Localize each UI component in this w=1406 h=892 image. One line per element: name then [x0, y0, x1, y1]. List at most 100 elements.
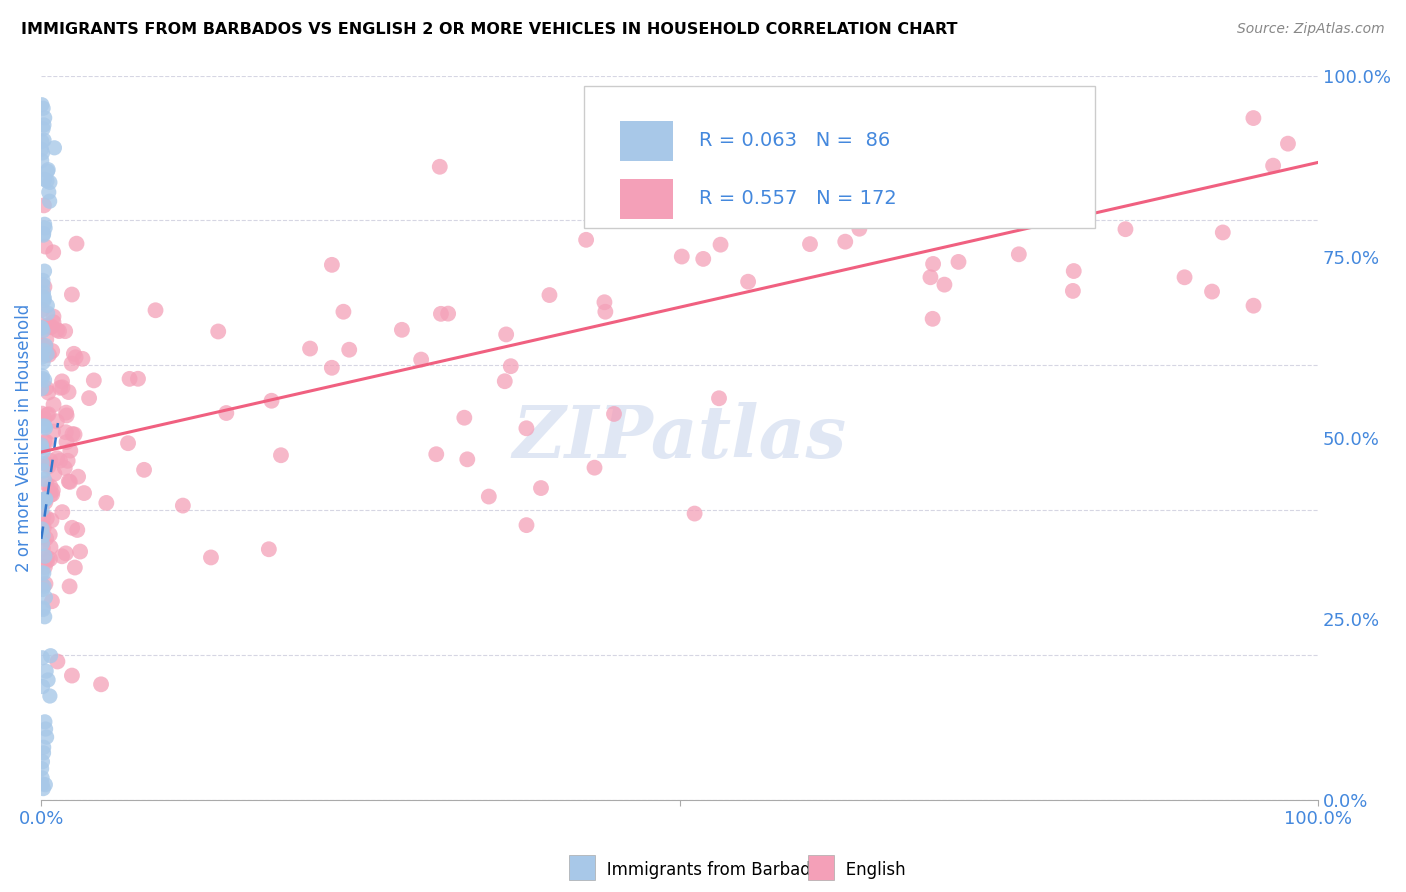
Point: [41, 513, 63, 527]
Point: [332, 304, 354, 318]
Point: [939, 148, 962, 162]
Point: [35, 511, 58, 525]
Point: [451, 50, 474, 64]
Point: [31, 680, 53, 694]
Point: [63, 427, 86, 442]
Point: [207, 325, 229, 339]
Point: [32, 228, 55, 243]
Point: [31, 530, 53, 544]
Point: [32, 118, 55, 132]
Point: [51, 505, 73, 519]
Point: [34, 609, 56, 624]
Point: [32, 419, 55, 434]
Point: [34, 560, 56, 574]
Point: [32, 601, 55, 615]
Point: [34, 264, 56, 278]
Point: [39, 454, 62, 468]
Point: [77, 391, 100, 405]
Point: [35, 550, 58, 565]
Point: [31, 302, 53, 317]
Point: [32, 746, 55, 760]
Point: [1114, 222, 1136, 236]
Point: [31, 582, 53, 597]
Point: [200, 550, 222, 565]
Point: [39, 479, 62, 493]
Point: [391, 323, 413, 337]
Point: [1008, 247, 1031, 261]
Point: [34, 221, 56, 235]
Point: [31, 318, 53, 332]
Point: [499, 359, 522, 374]
Point: [35, 174, 58, 188]
Point: [34, 280, 56, 294]
Point: [1261, 159, 1284, 173]
Point: [31, 522, 53, 536]
Point: [595, 304, 617, 318]
Point: [538, 288, 561, 302]
Point: [59, 475, 82, 489]
Point: [603, 407, 626, 421]
Point: [32, 133, 55, 147]
Point: [530, 481, 553, 495]
Point: [60, 521, 83, 535]
Point: [31, 777, 53, 791]
Point: [34, 217, 56, 231]
Text: IMMIGRANTS FROM BARBADOS VS ENGLISH 2 OR MORE VEHICLES IN HOUSEHOLD CORRELATION : IMMIGRANTS FROM BARBADOS VS ENGLISH 2 OR…: [21, 22, 957, 37]
Point: [31, 762, 53, 776]
Point: [30, 142, 52, 156]
Point: [515, 421, 537, 435]
Point: [32, 285, 55, 300]
Point: [30, 438, 52, 452]
Point: [425, 447, 447, 461]
Point: [31, 407, 53, 421]
Point: [37, 298, 59, 312]
Point: [1144, 32, 1167, 46]
Point: [1177, 32, 1199, 46]
Point: [437, 307, 460, 321]
Point: [31, 277, 53, 292]
Point: [34, 434, 56, 449]
Point: [34, 495, 56, 509]
Point: [31, 502, 53, 516]
Point: [35, 319, 58, 334]
Point: [32, 579, 55, 593]
Point: [49, 381, 72, 395]
Point: [66, 523, 89, 537]
Point: [51, 375, 73, 389]
Point: [38, 407, 60, 421]
Point: [583, 460, 606, 475]
Point: [34, 373, 56, 387]
Point: [44, 141, 66, 155]
Point: [34, 239, 56, 253]
Point: [32, 101, 55, 115]
Point: [37, 306, 59, 320]
Point: [921, 311, 943, 326]
Point: [34, 340, 56, 354]
Point: [32, 528, 55, 542]
Point: [34, 348, 56, 362]
Point: [575, 233, 598, 247]
Point: [707, 391, 730, 405]
Point: [32, 227, 55, 241]
Point: [31, 771, 53, 785]
Point: [132, 463, 155, 477]
Point: [1201, 285, 1223, 299]
Text: English: English: [830, 861, 905, 879]
Point: [32, 602, 55, 616]
Point: [65, 351, 87, 365]
Point: [32, 740, 55, 755]
Point: [31, 577, 53, 591]
Point: [34, 411, 56, 425]
Point: [31, 566, 53, 580]
Point: [58, 579, 80, 593]
Point: [32, 464, 55, 478]
Point: [39, 552, 62, 566]
Point: [37, 408, 59, 422]
Point: [172, 499, 194, 513]
Point: [32, 444, 55, 458]
Point: [1063, 264, 1085, 278]
Point: [41, 487, 63, 501]
Point: [299, 342, 322, 356]
Point: [30, 382, 52, 396]
Point: [30, 337, 52, 351]
